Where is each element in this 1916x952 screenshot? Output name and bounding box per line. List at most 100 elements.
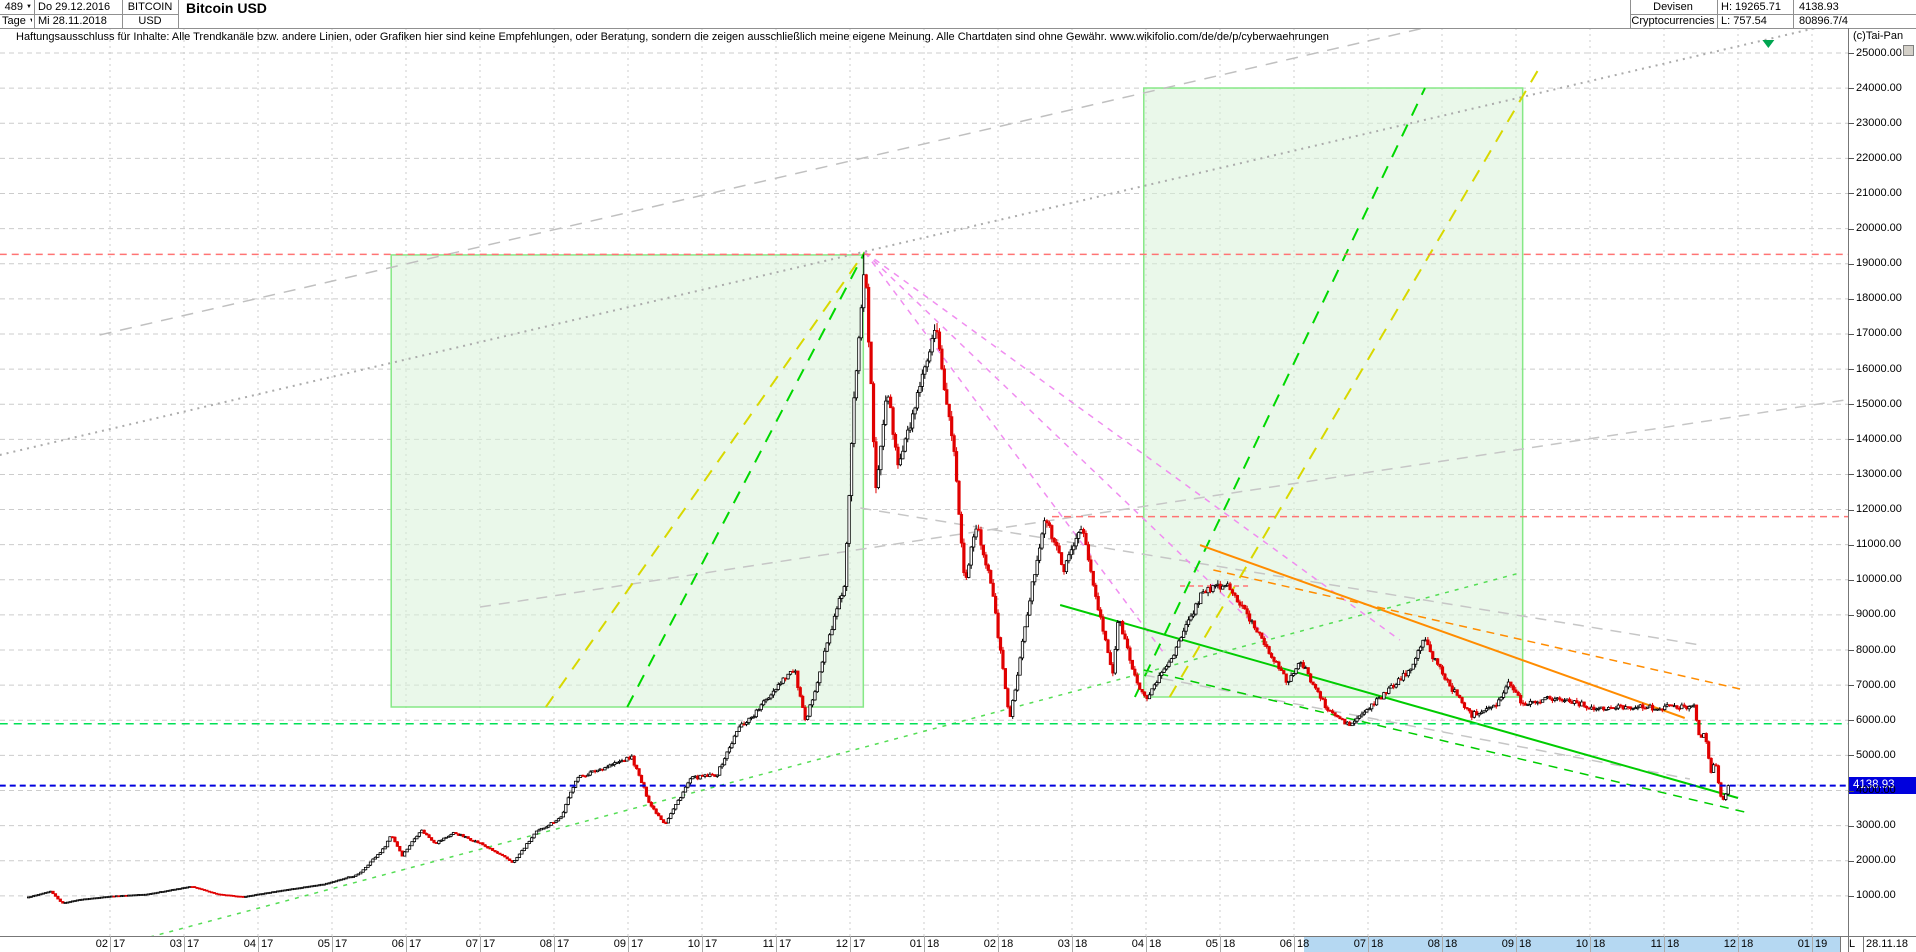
x-axis-year-label: 18 <box>1519 938 1532 950</box>
x-axis-tick <box>998 936 999 952</box>
trend-line[interactable] <box>150 572 1520 937</box>
y-axis-label: 12000.00 <box>1856 503 1902 516</box>
y-axis-label: 8000.00 <box>1856 643 1896 656</box>
y-axis-tick <box>1848 53 1854 54</box>
x-axis-month-label: 01 <box>1797 938 1810 950</box>
trend-line[interactable] <box>1143 669 1745 813</box>
y-axis-label: 19000.00 <box>1856 257 1902 270</box>
trend-line[interactable] <box>1199 544 1686 719</box>
symbol-name: BITCOIN <box>127 1 173 13</box>
chart-title: Bitcoin USD <box>186 0 267 16</box>
x-axis-year-label: 18 <box>1371 938 1384 950</box>
divider <box>1630 14 1916 15</box>
x-axis-year-label: 18 <box>1445 938 1458 950</box>
trend-line[interactable] <box>479 399 1846 608</box>
trend-line[interactable] <box>864 251 1271 641</box>
trend-line[interactable] <box>1059 604 1739 799</box>
triangle-marker-icon[interactable] <box>1762 40 1775 49</box>
y-axis-tick <box>1848 193 1854 195</box>
y-axis-label: 5000.00 <box>1856 748 1896 761</box>
bars-count-dropdown[interactable]: 489 ▼ <box>2 0 32 14</box>
x-axis-year-label: 18 <box>1593 938 1606 950</box>
x-axis-tick <box>110 936 111 952</box>
price-marker-badge: 4138.93 <box>1849 777 1916 795</box>
trend-box[interactable] <box>390 254 865 708</box>
cursor-cell: L <box>1840 937 1864 952</box>
trend-box[interactable] <box>1143 87 1524 698</box>
x-axis-year-label: 18 <box>1075 938 1088 950</box>
date-from-field[interactable]: Do 29.12.2016 <box>38 0 122 14</box>
y-axis-tick <box>1848 650 1854 652</box>
x-axis-year-label: 17 <box>335 938 348 950</box>
y-axis-border <box>1848 28 1849 952</box>
x-axis-tick <box>776 936 777 952</box>
x-axis-tick <box>406 936 407 952</box>
trend-line[interactable] <box>1133 87 1426 698</box>
x-axis-tick <box>1294 936 1295 952</box>
last-price-value: 4138.93 <box>1799 1 1839 13</box>
trend-line[interactable] <box>99 0 1545 336</box>
trend-line[interactable] <box>860 507 1701 646</box>
y-axis-tick <box>1848 755 1854 757</box>
x-axis-border <box>0 936 1916 937</box>
x-axis-tick <box>258 936 259 952</box>
x-axis-tick <box>1442 936 1443 952</box>
period-dropdown[interactable]: Tage ▼ <box>2 14 32 28</box>
trend-line[interactable] <box>545 251 866 708</box>
y-axis-label: 21000.00 <box>1856 186 1902 199</box>
trend-line[interactable] <box>1213 569 1745 691</box>
y-axis-label: 25000.00 <box>1856 46 1902 59</box>
trend-line[interactable] <box>626 251 866 708</box>
x-axis-month-label: 12 <box>835 938 848 950</box>
y-axis-tick <box>1848 895 1854 897</box>
y-axis-tick <box>1848 369 1854 371</box>
x-axis-month-label: 02 <box>983 938 996 950</box>
x-axis-year-label: 19 <box>1815 938 1828 950</box>
volume-value: 80896.7/4 <box>1799 15 1848 27</box>
x-axis-month-label: 10 <box>1575 938 1588 950</box>
y-axis-tick <box>1848 88 1854 90</box>
y-axis-tick <box>1848 790 1854 792</box>
y-axis-label: 13000.00 <box>1856 467 1902 480</box>
x-axis-year-label: 18 <box>1223 938 1236 950</box>
x-axis-tick <box>1664 936 1665 952</box>
trend-line[interactable] <box>864 251 1166 656</box>
y-axis-tick <box>1848 298 1854 300</box>
low-value: L: 757.54 <box>1721 15 1767 27</box>
y-axis-tick <box>1848 579 1854 581</box>
x-axis-month-label: 11 <box>1650 938 1662 950</box>
disclaimer-text: Haftungsausschluss für Inhalte: Alle Tre… <box>16 31 1329 43</box>
x-axis-month-label: 07 <box>465 938 478 950</box>
plot-area[interactable] <box>0 0 1850 937</box>
x-axis-year-label: 18 <box>1001 938 1014 950</box>
x-axis-month-label: 01 <box>909 938 922 950</box>
chevron-down-icon: ▼ <box>28 18 32 24</box>
x-axis-year-label: 18 <box>1297 938 1310 950</box>
y-axis-label: 20000.00 <box>1856 222 1902 235</box>
candlestick-series[interactable] <box>26 254 1730 904</box>
scroll-handle[interactable] <box>1903 45 1914 56</box>
period-value: Tage <box>2 15 26 27</box>
y-axis-label: 22000.00 <box>1856 151 1902 164</box>
x-axis-month-label: 04 <box>243 938 256 950</box>
date-to-field[interactable]: Mi 28.11.2018 <box>38 14 122 28</box>
trend-line[interactable] <box>864 251 1401 641</box>
x-axis-tick <box>1590 936 1591 952</box>
divider <box>0 14 178 15</box>
y-axis-tick <box>1848 860 1854 862</box>
trend-line[interactable] <box>0 20 1850 456</box>
trend-line[interactable] <box>1143 674 1691 780</box>
trendlines[interactable] <box>0 0 1850 937</box>
y-axis-tick <box>1848 720 1854 722</box>
x-axis-year-label: 18 <box>927 938 940 950</box>
x-axis-month-label: 03 <box>169 938 182 950</box>
x-axis-tick <box>1146 936 1147 952</box>
cursor-date: 28.11.18 <box>1866 938 1909 950</box>
x-axis-tick <box>184 936 185 952</box>
y-axis-label: 23000.00 <box>1856 116 1902 129</box>
y-axis-label: 15000.00 <box>1856 397 1902 410</box>
x-axis-year-label: 17 <box>261 938 274 950</box>
y-axis-label: 16000.00 <box>1856 362 1902 375</box>
